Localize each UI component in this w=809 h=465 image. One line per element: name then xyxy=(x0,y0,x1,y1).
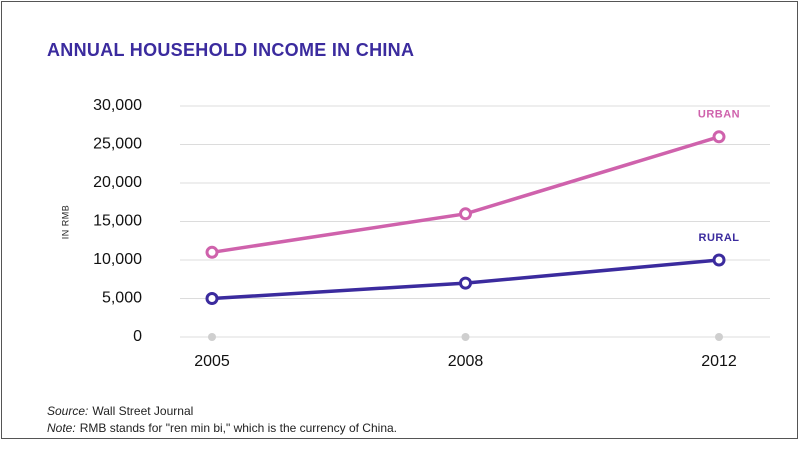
point xyxy=(459,207,472,221)
series-label: RURAL xyxy=(699,232,740,244)
x-tick-label: 2008 xyxy=(448,353,484,370)
chart-title: ANNUAL HOUSEHOLD INCOME IN CHINA xyxy=(47,40,414,60)
y-tick-label: 30,000 xyxy=(93,97,142,114)
y-tick-label: 0 xyxy=(133,328,142,345)
footnote: Source: Wall Street Journal xyxy=(47,404,193,418)
point xyxy=(459,276,472,290)
footnote-label: Note: xyxy=(47,421,76,435)
x-tick-label: 2012 xyxy=(701,353,737,370)
point xyxy=(712,130,726,144)
x-dot xyxy=(208,333,216,341)
point xyxy=(205,245,219,259)
footnote-text: RMB stands for "ren min bi," which is th… xyxy=(79,421,397,435)
y-tick-label: 25,000 xyxy=(93,136,142,153)
footnote-label: Source: xyxy=(47,404,89,418)
footnote-text: Wall Street Journal xyxy=(92,404,194,418)
series-line xyxy=(211,135,720,255)
y-tick-label: 10,000 xyxy=(93,251,142,268)
y-tick-label: 20,000 xyxy=(93,174,142,191)
y-tick-label: 5,000 xyxy=(102,290,142,307)
footnote: Note: RMB stands for "ren min bi," which … xyxy=(47,421,397,435)
x-dot xyxy=(715,333,723,341)
x-dot xyxy=(461,333,470,341)
y-tick-label: 15,000 xyxy=(93,213,142,230)
y-axis-label: IN RMB xyxy=(60,205,70,240)
point xyxy=(712,253,726,267)
point xyxy=(205,292,219,305)
x-tick-label: 2005 xyxy=(194,353,230,370)
series-label: URBAN xyxy=(698,109,740,121)
frame xyxy=(1,1,798,439)
